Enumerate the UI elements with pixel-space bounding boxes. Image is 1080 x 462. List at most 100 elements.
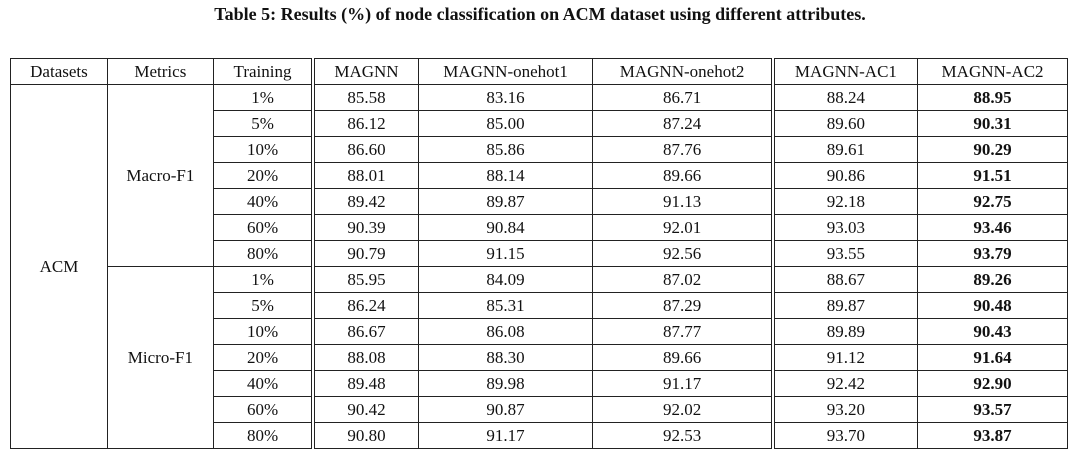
value-cell: 89.87 — [417, 188, 594, 215]
value-cell: 93.87 — [917, 422, 1068, 449]
training-cell: 60% — [212, 214, 314, 241]
value-cell: 85.58 — [311, 84, 419, 111]
value-cell: 93.70 — [770, 422, 919, 449]
value-cell: 86.71 — [592, 84, 774, 111]
value-cell: 91.15 — [417, 240, 594, 267]
training-cell: 80% — [212, 240, 314, 267]
value-cell: 89.89 — [770, 318, 919, 345]
header-cell: MAGNN-AC2 — [917, 58, 1068, 85]
value-cell: 91.17 — [592, 370, 774, 397]
results-table: Datasets Metrics Training MAGNN MAGNN-onehot… — [10, 58, 1068, 449]
value-cell: 90.29 — [917, 136, 1068, 163]
value-cell: 85.31 — [417, 292, 594, 319]
data-row: 20% 88.01 88.14 89.66 90.86 91.51 — [11, 162, 1068, 189]
data-row: 60% 90.42 90.87 92.02 93.20 93.57 — [11, 396, 1068, 423]
header-cell: MAGNN-AC1 — [770, 58, 919, 85]
value-cell: 88.24 — [770, 84, 919, 111]
header-cell: Metrics — [106, 58, 214, 85]
value-cell: 93.46 — [917, 214, 1068, 241]
value-cell: 89.60 — [770, 110, 919, 137]
header-cell: MAGNN-onehot1 — [417, 58, 594, 85]
training-cell: 10% — [212, 136, 314, 163]
value-cell: 90.39 — [311, 214, 419, 241]
training-cell: 40% — [212, 370, 314, 397]
value-cell: 86.12 — [311, 110, 419, 137]
metric-cell: Macro-F1 — [106, 84, 214, 267]
value-cell: 86.60 — [311, 136, 419, 163]
value-cell: 87.76 — [592, 136, 774, 163]
value-cell: 90.48 — [917, 292, 1068, 319]
data-row: 80% 90.80 91.17 92.53 93.70 93.87 — [11, 422, 1068, 449]
value-cell: 86.08 — [417, 318, 594, 345]
header-cell: Training — [212, 58, 314, 85]
value-cell: 91.64 — [917, 344, 1068, 371]
metric-cell: Micro-F1 — [106, 266, 214, 449]
training-cell: 5% — [212, 292, 314, 319]
value-cell: 89.42 — [311, 188, 419, 215]
value-cell: 92.18 — [770, 188, 919, 215]
value-cell: 92.42 — [770, 370, 919, 397]
value-cell: 90.31 — [917, 110, 1068, 137]
training-cell: 1% — [212, 84, 314, 111]
training-cell: 80% — [212, 422, 314, 449]
data-row: 20% 88.08 88.30 89.66 91.12 91.64 — [11, 344, 1068, 371]
value-cell: 93.57 — [917, 396, 1068, 423]
value-cell: 92.90 — [917, 370, 1068, 397]
value-cell: 93.03 — [770, 214, 919, 241]
training-cell: 5% — [212, 110, 314, 137]
value-cell: 93.79 — [917, 240, 1068, 267]
value-cell: 87.24 — [592, 110, 774, 137]
value-cell: 89.87 — [770, 292, 919, 319]
value-cell: 91.17 — [417, 422, 594, 449]
header-row: Datasets Metrics Training MAGNN MAGNN-onehot… — [10, 58, 1068, 85]
value-cell: 88.01 — [311, 162, 419, 189]
value-cell: 89.66 — [592, 344, 774, 371]
value-cell: 87.02 — [592, 266, 774, 293]
value-cell: 87.29 — [592, 292, 774, 319]
training-cell: 20% — [212, 344, 314, 371]
value-cell: 88.30 — [417, 344, 594, 371]
value-cell: 89.48 — [311, 370, 419, 397]
value-cell: 91.13 — [592, 188, 774, 215]
training-cell: 20% — [212, 162, 314, 189]
value-cell: 91.12 — [770, 344, 919, 371]
data-row: ACM Macro-F1 1% 85.58 83.16 86.71 88.24 88.95 — [10, 84, 1068, 449]
value-cell: 90.79 — [311, 240, 419, 267]
training-cell: 10% — [212, 318, 314, 345]
value-cell: 90.84 — [417, 214, 594, 241]
value-cell: 84.09 — [417, 266, 594, 293]
value-cell: 92.02 — [592, 396, 774, 423]
value-cell: 90.42 — [311, 396, 419, 423]
value-cell: 88.67 — [770, 266, 919, 293]
value-cell: 89.61 — [770, 136, 919, 163]
value-cell: 86.67 — [311, 318, 419, 345]
value-cell: 88.08 — [311, 344, 419, 371]
value-cell: 90.80 — [311, 422, 419, 449]
value-cell: 89.26 — [917, 266, 1068, 293]
value-cell: 85.86 — [417, 136, 594, 163]
data-row: Micro-F1 1% 85.95 84.09 87.02 88.67 89.26 — [11, 266, 1068, 449]
header-cell: MAGNN-onehot2 — [592, 58, 774, 85]
value-cell: 86.24 — [311, 292, 419, 319]
value-cell: 93.55 — [770, 240, 919, 267]
data-row: 5% 86.24 85.31 87.29 89.87 90.48 — [11, 292, 1068, 319]
training-cell: 1% — [212, 266, 314, 293]
data-row: 60% 90.39 90.84 92.01 93.03 93.46 — [11, 214, 1068, 241]
header-cell: Datasets — [10, 58, 108, 85]
value-cell: 90.86 — [770, 162, 919, 189]
value-cell: 92.53 — [592, 422, 774, 449]
value-cell: 83.16 — [417, 84, 594, 111]
value-cell: 92.01 — [592, 214, 774, 241]
value-cell: 92.56 — [592, 240, 774, 267]
value-cell: 88.14 — [417, 162, 594, 189]
value-cell: 92.75 — [917, 188, 1068, 215]
value-cell: 91.51 — [917, 162, 1068, 189]
data-row: 10% 86.60 85.86 87.76 89.61 90.29 — [11, 136, 1068, 163]
value-cell: 89.98 — [417, 370, 594, 397]
value-cell: 88.95 — [917, 84, 1068, 111]
value-cell: 85.00 — [417, 110, 594, 137]
header-cell: MAGNN — [311, 58, 419, 85]
value-cell: 87.77 — [592, 318, 774, 345]
value-cell: 93.20 — [770, 396, 919, 423]
